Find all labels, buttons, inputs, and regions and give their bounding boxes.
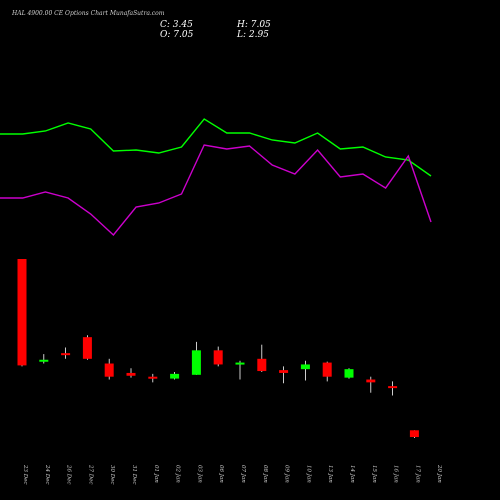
candle-body-down: [17, 259, 27, 366]
x-tick-label: 26 Dec: [66, 464, 72, 485]
band-line-upper: [0, 118, 432, 177]
x-tick-label: 30 Dec: [109, 465, 115, 485]
x-tick-label: 23 Dec: [22, 464, 28, 485]
open-readout: O: 7.05: [160, 30, 194, 40]
candle-body-down: [279, 370, 289, 373]
candle-body-down: [82, 337, 92, 359]
x-tick-label: 31 Dec: [131, 465, 137, 485]
high-readout: H: 7.05: [236, 20, 271, 30]
x-tick-label: 01 Jan: [153, 465, 159, 483]
chart-title: HAL 4900.00 CE Options Chart MunafaSutra…: [11, 10, 165, 17]
candle-body-down: [366, 379, 376, 383]
candle-body-down: [126, 372, 136, 376]
x-tick-label: 27 Dec: [87, 464, 93, 485]
candle-body-up: [300, 364, 310, 370]
candle-body-up: [170, 373, 180, 379]
x-tick-label: 08 Jan: [262, 465, 268, 483]
candle-body-down: [409, 430, 419, 438]
candle-body-down: [104, 363, 114, 377]
candle-body-down: [322, 362, 332, 377]
x-tick-label: 07 Jan: [240, 465, 246, 483]
candle-body-up: [39, 359, 49, 362]
candle-body-down: [388, 386, 398, 389]
candle-body-down: [61, 353, 71, 356]
x-tick-label: 10 Jan: [305, 465, 311, 483]
candle-body-up: [344, 369, 354, 378]
band-line-lower: [0, 144, 432, 237]
x-tick-label: 06 Jan: [218, 465, 224, 483]
x-tick-label: 14 Jan: [349, 465, 355, 483]
x-tick-label: 02 Jan: [175, 465, 181, 483]
x-tick-label: 24 Dec: [44, 464, 50, 485]
x-tick-label: 15 Jan: [371, 465, 377, 483]
x-tick-label: 13 Jan: [327, 465, 333, 483]
x-tick-labels: 23 Dec 24 Dec 26 Dec 27 Dec 30 Dec 31 Dec 01 J…: [22, 464, 442, 485]
x-tick-label: 16 Jan: [393, 465, 399, 483]
band-lines: [0, 118, 432, 237]
candles-group: [17, 259, 419, 438]
low-readout: L: 2.95: [236, 30, 269, 40]
candle-body-down: [213, 350, 223, 365]
x-tick-label: 20 Jan: [436, 464, 442, 483]
x-tick-label: 17 Jan: [414, 465, 420, 483]
x-tick-label: 03 Jan: [196, 465, 202, 483]
candle-body-up: [235, 362, 245, 365]
candle-body-up: [191, 350, 201, 375]
x-tick-label: 09 Jan: [284, 465, 290, 483]
candle-body-down: [148, 376, 158, 379]
candle-body-down: [257, 358, 267, 372]
close-readout: C: 3.45: [160, 20, 193, 30]
